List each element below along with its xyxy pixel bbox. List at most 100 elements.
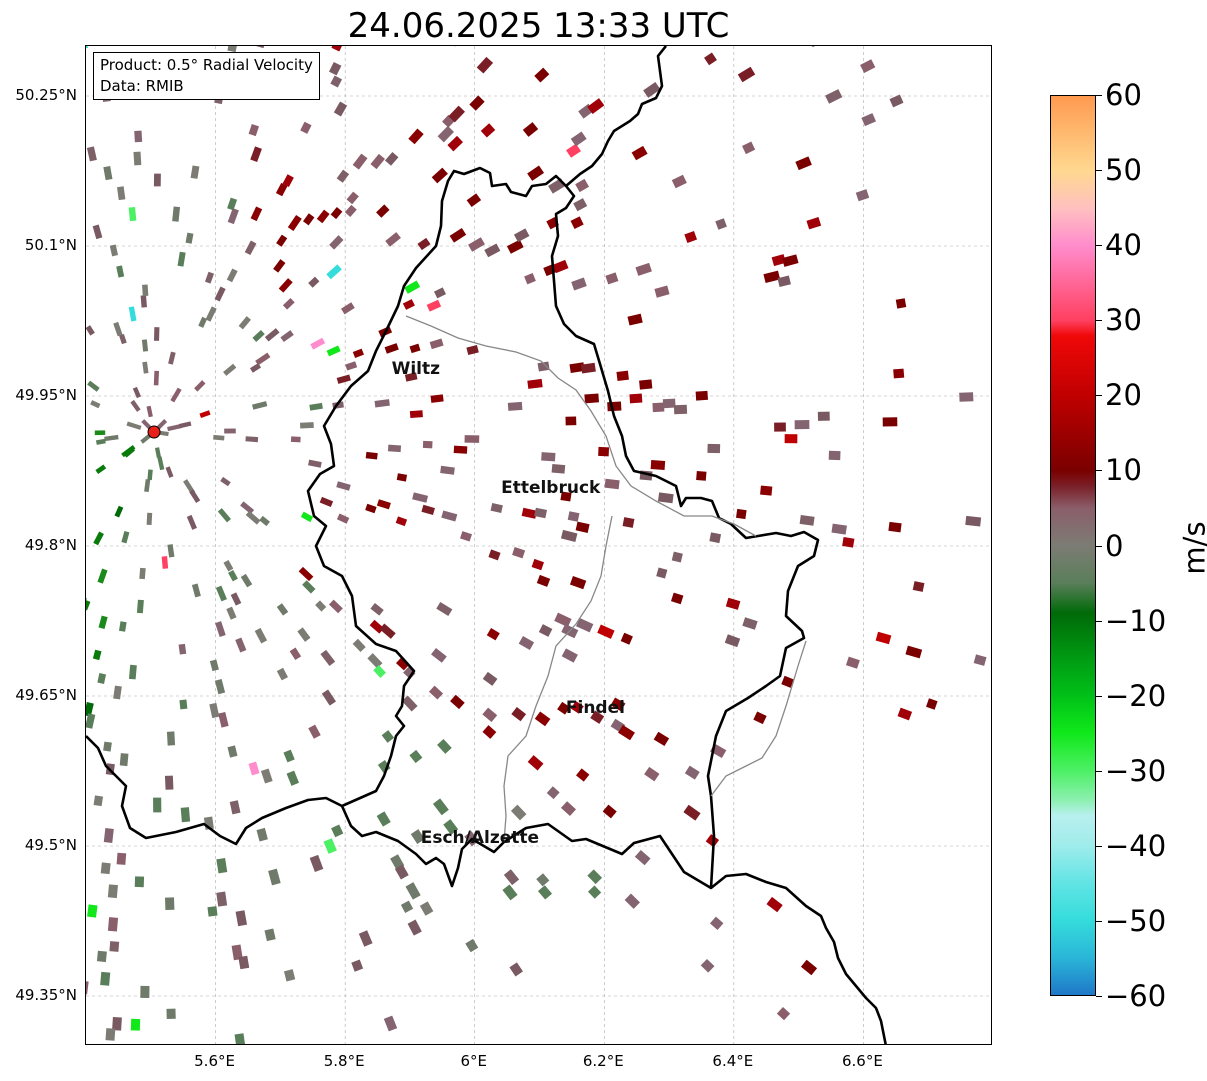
- velocity-gate: [309, 402, 323, 411]
- velocity-gate: [330, 75, 343, 88]
- velocity-gate: [177, 251, 186, 267]
- velocity-gate: [569, 362, 585, 373]
- velocity-gate: [534, 67, 550, 83]
- velocity-gate: [123, 447, 136, 458]
- velocity-gate: [260, 768, 273, 784]
- velocity-gate: [828, 450, 841, 461]
- velocity-gate: [229, 800, 241, 815]
- velocity-gate: [482, 707, 498, 723]
- colorbar-tick-label: −10: [1105, 603, 1167, 638]
- velocity-gate: [194, 380, 206, 392]
- place-label: Wiltz: [391, 359, 441, 379]
- velocity-gate: [618, 724, 635, 741]
- velocity-gate: [671, 551, 683, 563]
- velocity-gate: [118, 621, 127, 632]
- velocity-gate: [560, 801, 577, 817]
- velocity-gate: [450, 694, 465, 710]
- velocity-gate: [341, 302, 355, 315]
- radial-velocity-field: [86, 46, 987, 1044]
- velocity-gate: [742, 617, 758, 630]
- velocity-gate: [235, 637, 247, 653]
- velocity-gate: [560, 491, 572, 502]
- velocity-gate: [278, 278, 293, 293]
- velocity-gate: [153, 797, 162, 813]
- velocity-gate: [331, 824, 344, 838]
- velocity-gate: [426, 299, 442, 312]
- velocity-gate: [634, 849, 651, 866]
- velocity-gate: [557, 701, 571, 715]
- lon-tick-label: 6.6°E: [842, 1052, 883, 1070]
- velocity-gate: [561, 648, 578, 663]
- velocity-gate: [231, 944, 243, 961]
- velocity-gate: [230, 592, 242, 606]
- velocity-gate: [627, 313, 643, 326]
- velocity-gate: [737, 66, 756, 83]
- velocity-gate: [376, 204, 390, 218]
- velocity-gate: [725, 597, 741, 610]
- velocity-gate: [116, 265, 125, 278]
- velocity-gate: [724, 634, 741, 648]
- velocity-gate: [97, 568, 108, 584]
- velocity-gate: [409, 749, 423, 764]
- velocity-gate: [309, 854, 324, 872]
- lat-tick-label: 49.35°N: [15, 986, 77, 1004]
- velocity-gate: [469, 95, 485, 111]
- velocity-gate: [93, 531, 104, 546]
- velocity-gate: [417, 237, 431, 251]
- velocity-gate: [328, 599, 343, 614]
- velocity-gate: [287, 214, 302, 232]
- gridlines: [86, 46, 991, 1044]
- velocity-gate: [860, 59, 876, 73]
- velocity-gate: [370, 602, 384, 616]
- velocity-gate: [774, 422, 786, 432]
- velocity-gate: [140, 985, 150, 998]
- velocity-gate: [437, 738, 452, 754]
- velocity-gate: [893, 368, 905, 379]
- velocity-gate: [308, 276, 320, 288]
- velocity-gate: [784, 434, 798, 444]
- velocity-gate: [86, 713, 96, 729]
- velocity-gate: [926, 698, 938, 710]
- velocity-gate: [336, 481, 351, 491]
- place-label: Findel: [565, 698, 625, 718]
- velocity-gate: [396, 473, 408, 482]
- velocity-gate: [466, 193, 482, 208]
- velocity-gate: [113, 685, 122, 700]
- velocity-gate: [643, 81, 661, 98]
- velocity-gate: [104, 434, 119, 442]
- velocity-gate: [248, 124, 259, 137]
- velocity-gate: [468, 237, 485, 252]
- velocity-gate: [831, 523, 847, 535]
- velocity-gate: [541, 452, 556, 462]
- velocity-gate: [570, 216, 584, 229]
- velocity-gate: [282, 298, 295, 310]
- velocity-gate: [105, 1028, 116, 1041]
- velocity-gate: [657, 492, 674, 504]
- velocity-gate: [333, 101, 348, 117]
- velocity-gate: [429, 338, 444, 350]
- velocity-gate: [551, 463, 566, 474]
- velocity-gate: [116, 852, 127, 865]
- velocity-gate: [352, 348, 364, 359]
- colorbar-tick-label: −20: [1105, 678, 1167, 713]
- velocity-gate: [531, 558, 544, 571]
- velocity-gate: [199, 410, 211, 418]
- velocity-gate: [161, 556, 169, 569]
- velocity-gate: [100, 971, 111, 986]
- borders: [86, 46, 887, 1044]
- velocity-gate: [610, 697, 626, 712]
- velocity-gate: [273, 259, 286, 273]
- colorbar-tick: [1096, 170, 1102, 171]
- velocity-gate: [536, 574, 551, 587]
- velocity-gate: [527, 165, 545, 181]
- velocity-gate: [205, 306, 217, 322]
- velocity-gate: [842, 536, 855, 548]
- velocity-gate: [86, 146, 97, 162]
- velocity-gate: [511, 706, 527, 722]
- velocity-gate: [303, 213, 315, 226]
- colorbar-tick: [1096, 621, 1102, 622]
- velocity-gate: [132, 386, 142, 399]
- velocity-gate: [97, 673, 107, 684]
- velocity-gate: [154, 447, 162, 458]
- lon-tick-label: 6.2°E: [582, 1052, 624, 1070]
